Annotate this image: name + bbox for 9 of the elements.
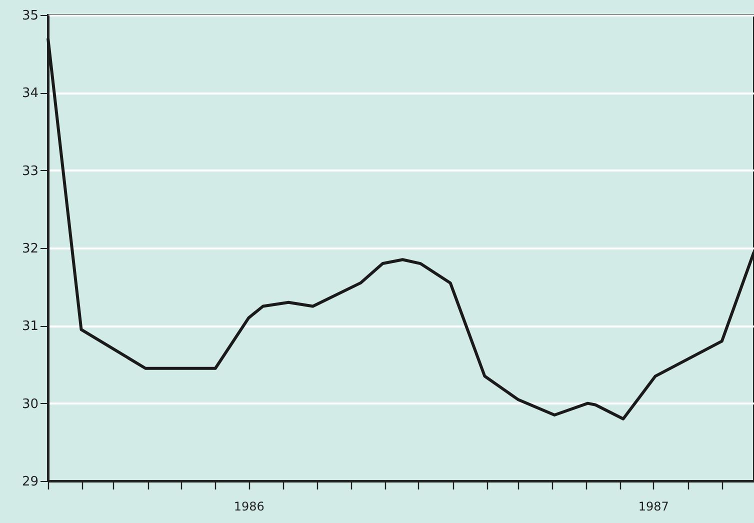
y-tick-label: 34 <box>22 86 38 102</box>
y-tick-label: 33 <box>22 164 38 179</box>
y-tick-label: 35 <box>22 8 38 24</box>
x-tick-label: 1986 <box>234 500 264 514</box>
y-tick-label: 30 <box>22 396 38 412</box>
y-tick-label: 31 <box>22 319 38 334</box>
y-tick-label: 32 <box>22 242 38 256</box>
x-tick-label: 1987 <box>638 500 669 514</box>
y-tick-label: 29 <box>22 474 38 490</box>
